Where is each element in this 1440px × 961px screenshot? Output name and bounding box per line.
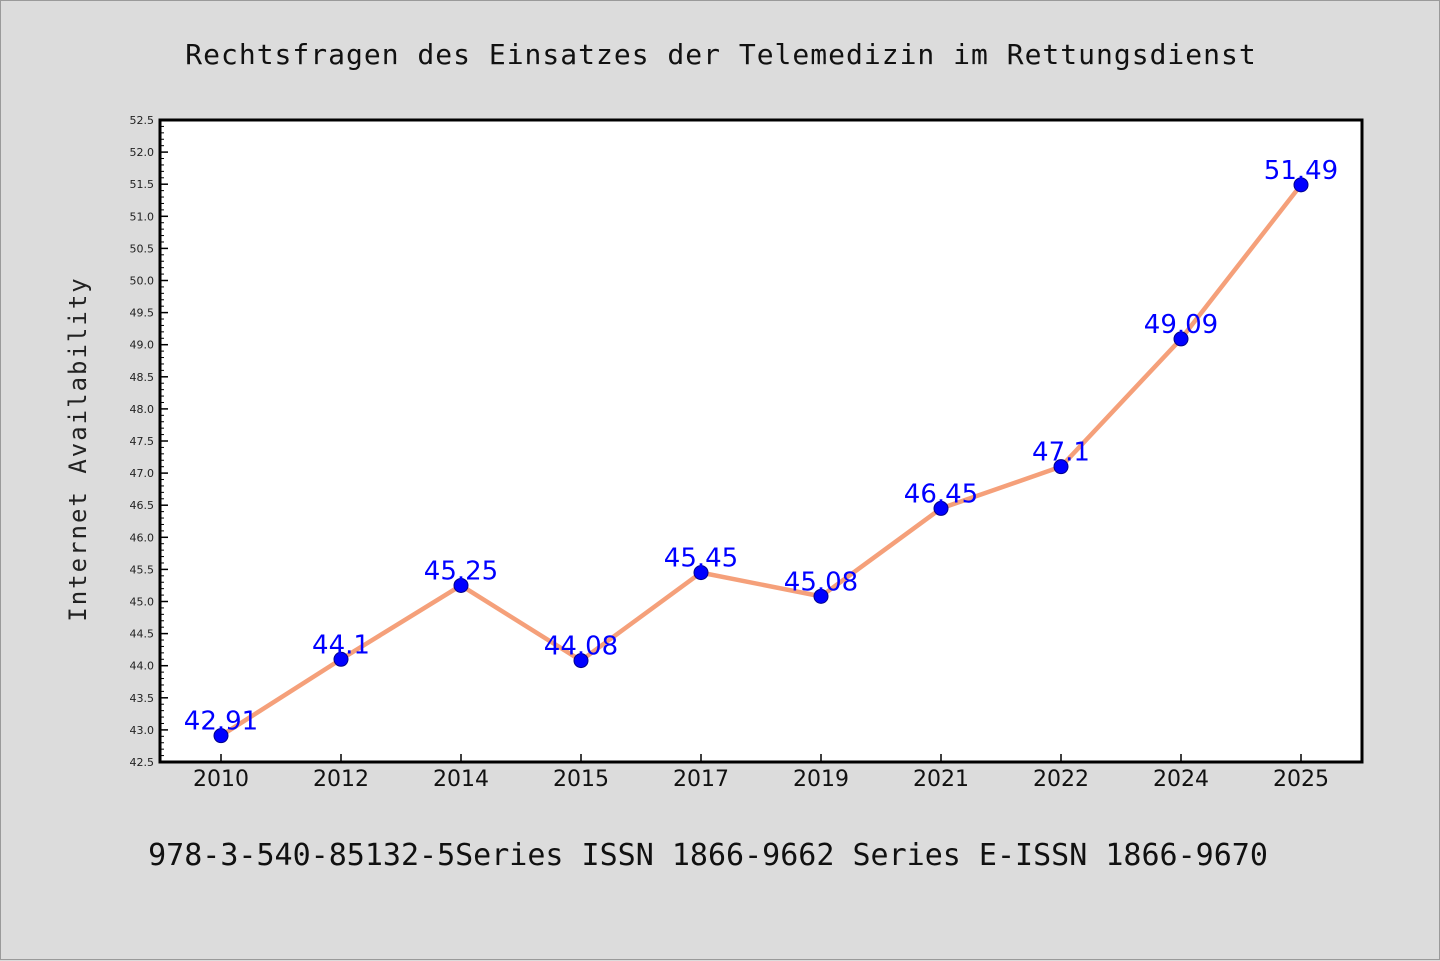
data-label: 42.91 (184, 707, 258, 737)
y-tick-label: 47.5 (130, 435, 155, 448)
data-point (573, 653, 589, 669)
data-label: 45.08 (784, 567, 858, 597)
x-tick-label: 2010 (193, 767, 249, 792)
data-label: 44.08 (544, 632, 618, 662)
y-tick-label: 44.5 (130, 628, 155, 641)
y-tick-label: 52.5 (130, 114, 155, 127)
y-tick-label: 46.5 (130, 499, 155, 512)
y-axis-label: Internet Availability (64, 276, 92, 621)
data-label: 45.45 (664, 544, 738, 574)
y-tick-label: 51.0 (130, 210, 155, 223)
data-label: 46.45 (904, 479, 978, 509)
x-axis: 2010 2012 2014 2015 2017 2019 2021 2022 2024 2025 (193, 754, 1329, 792)
x-tick-label: 2012 (313, 767, 369, 792)
y-tick-label: 52.0 (130, 146, 155, 159)
y-tick-label: 48.0 (130, 403, 155, 416)
data-label: 51.49 (1264, 156, 1338, 186)
series-line (218, 182, 1304, 738)
data-label: 44.1 (312, 630, 370, 660)
x-tick-label: 2024 (1153, 767, 1209, 792)
data-point (693, 565, 709, 581)
y-tick-label: 48.5 (130, 371, 155, 384)
y-tick-label: 49.5 (130, 307, 155, 320)
x-tick-label: 2019 (793, 767, 849, 792)
y-axis: 42.5 43.0 43.5 44.0 44.5 45.0 45.5 46.0 46.5 47.0… (130, 114, 168, 769)
y-tick-label: 42.5 (130, 756, 155, 769)
data-point (1173, 331, 1189, 347)
data-point (333, 651, 349, 667)
data-point (1053, 459, 1069, 475)
x-tick-label: 2017 (673, 767, 729, 792)
data-label: 49.09 (1144, 310, 1218, 340)
data-point (813, 588, 829, 604)
data-point (213, 728, 229, 744)
data-point (1293, 177, 1309, 193)
chart-title: Rechtsfragen des Einsatzes der Telemediz… (185, 38, 1256, 71)
y-tick-label: 45.0 (130, 596, 155, 609)
data-label: 47.1 (1032, 438, 1090, 468)
series: 42.91 44.1 45.25 44.08 45.45 45.08 46.45 47.1 49… (184, 156, 1338, 744)
y-tick-label: 51.5 (130, 178, 155, 191)
y-tick-label: 43.0 (130, 724, 155, 737)
y-tick-label: 49.0 (130, 339, 155, 352)
y-tick-label: 45.5 (130, 563, 155, 576)
x-tick-label: 2021 (913, 767, 969, 792)
y-tick-label: 46.0 (130, 531, 155, 544)
y-tick-label: 50.0 (130, 275, 155, 288)
x-tick-label: 2022 (1033, 767, 1089, 792)
y-tick-label: 44.0 (130, 660, 155, 673)
y-tick-label: 43.5 (130, 692, 155, 705)
x-tick-label: 2014 (433, 767, 489, 792)
x-tick-label: 2015 (553, 767, 609, 792)
y-tick-label: 47.0 (130, 467, 155, 480)
footer-identifiers: 978-3-540-85132-5Series ISSN 1866-9662 S… (148, 838, 1268, 873)
data-label: 45.25 (424, 556, 498, 586)
x-tick-label: 2025 (1273, 767, 1329, 792)
data-point (453, 577, 469, 593)
plot-area (158, 118, 1364, 764)
y-tick-label: 50.5 (130, 242, 155, 255)
data-point (933, 500, 949, 516)
